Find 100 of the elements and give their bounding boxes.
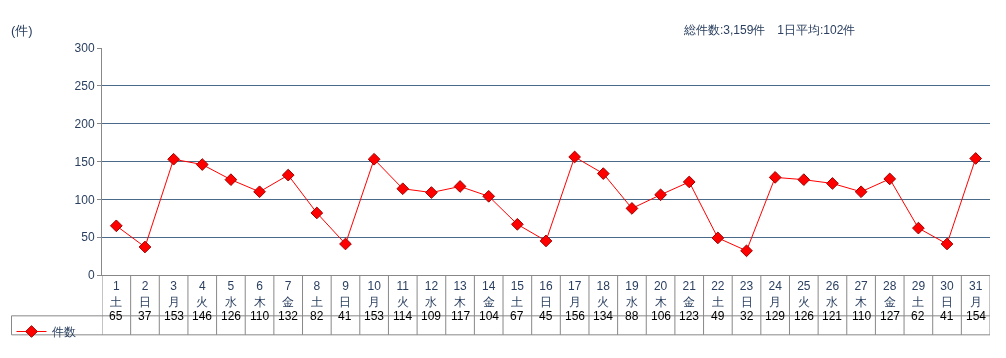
x-tick-label: 30 日 <box>940 279 955 309</box>
point <box>310 206 324 220</box>
x-tick-label: 11 火 <box>396 279 410 309</box>
data-label: 126 <box>794 309 815 323</box>
x-tick-label: 6 木 <box>253 279 266 309</box>
point <box>138 240 152 254</box>
x-tick-label: 27 木 <box>854 279 869 309</box>
data-label: 121 <box>822 309 843 323</box>
data-label: 62 <box>911 309 925 323</box>
legend-label: 件数 <box>51 325 76 340</box>
data-label: 41 <box>338 309 352 323</box>
data-label: 32 <box>740 309 754 323</box>
x-tick-label: 4 火 <box>196 279 209 309</box>
x-tick-label: 1 土 <box>110 279 123 309</box>
x-tick-label: 20 木 <box>653 279 668 309</box>
point <box>797 173 811 187</box>
point <box>253 185 266 199</box>
data-label: 110 <box>852 309 872 323</box>
point <box>768 171 782 184</box>
data-label: 109 <box>421 309 442 323</box>
x-tick-label: 10 月 <box>367 279 382 309</box>
data-label: 37 <box>138 309 152 323</box>
x-tick-label: 19 水 <box>625 279 639 309</box>
x-tick-label: 16 日 <box>539 279 553 309</box>
x-tick-label: 23 日 <box>739 279 754 309</box>
x-tick-label: 17 月 <box>567 279 582 309</box>
point <box>568 150 581 164</box>
point <box>883 172 897 186</box>
data-label: 134 <box>593 309 614 323</box>
point <box>167 152 180 166</box>
point <box>654 188 667 202</box>
data-label: 104 <box>479 309 500 323</box>
x-tick-label: 12 水 <box>424 279 439 309</box>
x-tick-label: 25 火 <box>797 279 811 309</box>
point <box>367 152 381 166</box>
y-axis-title: (件) <box>11 23 33 38</box>
point <box>854 185 868 199</box>
data-label: 88 <box>625 309 639 323</box>
point <box>109 219 123 233</box>
data-label: 123 <box>679 309 700 323</box>
x-tick-label: 3 月 <box>167 279 180 309</box>
x-tick-label: 21 金 <box>682 279 697 309</box>
point <box>482 189 496 203</box>
data-label: 49 <box>711 309 725 323</box>
data-label: 154 <box>966 309 987 323</box>
point <box>969 152 983 165</box>
data-label: 41 <box>940 309 954 323</box>
x-tick-label: 22 土 <box>711 279 725 309</box>
data-label: 127 <box>880 309 901 323</box>
point <box>912 221 925 235</box>
data-label: 146 <box>192 309 213 323</box>
point <box>940 237 954 251</box>
data-label: 153 <box>364 309 385 323</box>
x-tick-label: 15 土 <box>510 279 525 309</box>
point <box>339 237 352 251</box>
point <box>195 158 209 171</box>
x-tick-label: 24 月 <box>768 279 783 309</box>
data-label: 65 <box>109 309 123 323</box>
data-label: 82 <box>310 309 324 323</box>
y-tick-label: 150 <box>74 154 95 169</box>
y-tick-label: 50 <box>81 230 95 245</box>
data-label: 156 <box>565 309 586 323</box>
point <box>682 175 696 189</box>
point <box>281 168 295 182</box>
x-tick-label: 2 日 <box>138 279 151 309</box>
data-label: 45 <box>539 309 553 323</box>
point <box>511 217 524 231</box>
x-tick-label: 26 水 <box>825 279 840 309</box>
data-label: 117 <box>451 309 471 323</box>
data-label: 110 <box>250 309 270 323</box>
point <box>740 244 753 258</box>
x-tick-label: 28 金 <box>883 279 897 309</box>
point <box>711 231 725 245</box>
data-label: 67 <box>510 309 524 323</box>
x-tick-label: 7 金 <box>282 279 295 309</box>
x-tick-label: 8 土 <box>310 279 323 309</box>
x-tick-label: 29 土 <box>911 279 926 309</box>
data-label: 153 <box>164 309 185 323</box>
point <box>596 167 610 180</box>
x-tick-label: 14 金 <box>482 279 496 309</box>
y-tick-label: 100 <box>74 192 95 207</box>
y-tick-label: 200 <box>74 116 95 131</box>
text: 総件数:3,159件 1日平均:102件 <box>683 23 856 37</box>
data-label: 114 <box>393 309 413 323</box>
data-label: 126 <box>221 309 242 323</box>
x-tick-label: 31 月 <box>969 279 983 309</box>
point <box>425 186 438 199</box>
y-tick-label: 250 <box>74 79 95 94</box>
y-tick-label: 0 <box>87 268 95 283</box>
data-label: 106 <box>651 309 672 323</box>
data-label: 129 <box>765 309 786 323</box>
point <box>224 173 238 187</box>
point <box>826 177 839 190</box>
x-tick-label: 18 火 <box>596 279 611 309</box>
y-tick-label: 300 <box>74 41 95 56</box>
x-tick-label: 5 水 <box>224 279 237 309</box>
x-tick-label: 13 木 <box>453 279 468 309</box>
point <box>453 180 467 193</box>
x-tick-label: 9 日 <box>339 279 352 309</box>
point <box>625 202 639 215</box>
